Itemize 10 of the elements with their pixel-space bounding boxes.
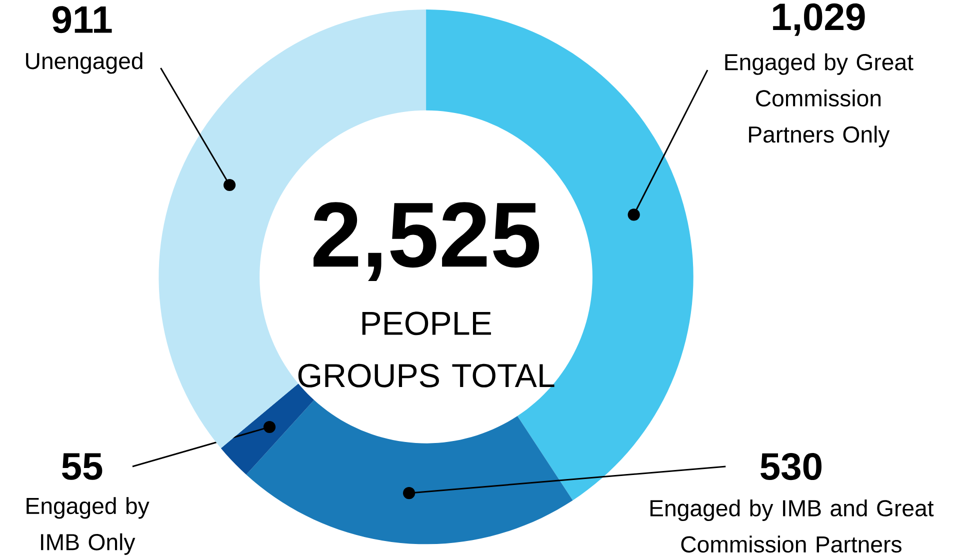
data-label: 530 bbox=[760, 452, 822, 480]
slice-label: Engaged by IMB and Great Commission Partners bbox=[650, 499, 934, 552]
text: 2,525 bbox=[314, 202, 540, 281]
text: PEOPLE GROUPS TOTAL bbox=[298, 312, 554, 388]
slice-label: Engaged by Great Commission Partners Only bbox=[725, 53, 914, 148]
data-label: 1,029 bbox=[773, 3, 865, 36]
slice-label: Unengaged bbox=[26, 52, 142, 74]
data-label: 55 bbox=[62, 453, 102, 480]
data-label: 911 bbox=[52, 6, 112, 34]
slice-label: Engaged by IMB Only bbox=[26, 497, 150, 555]
